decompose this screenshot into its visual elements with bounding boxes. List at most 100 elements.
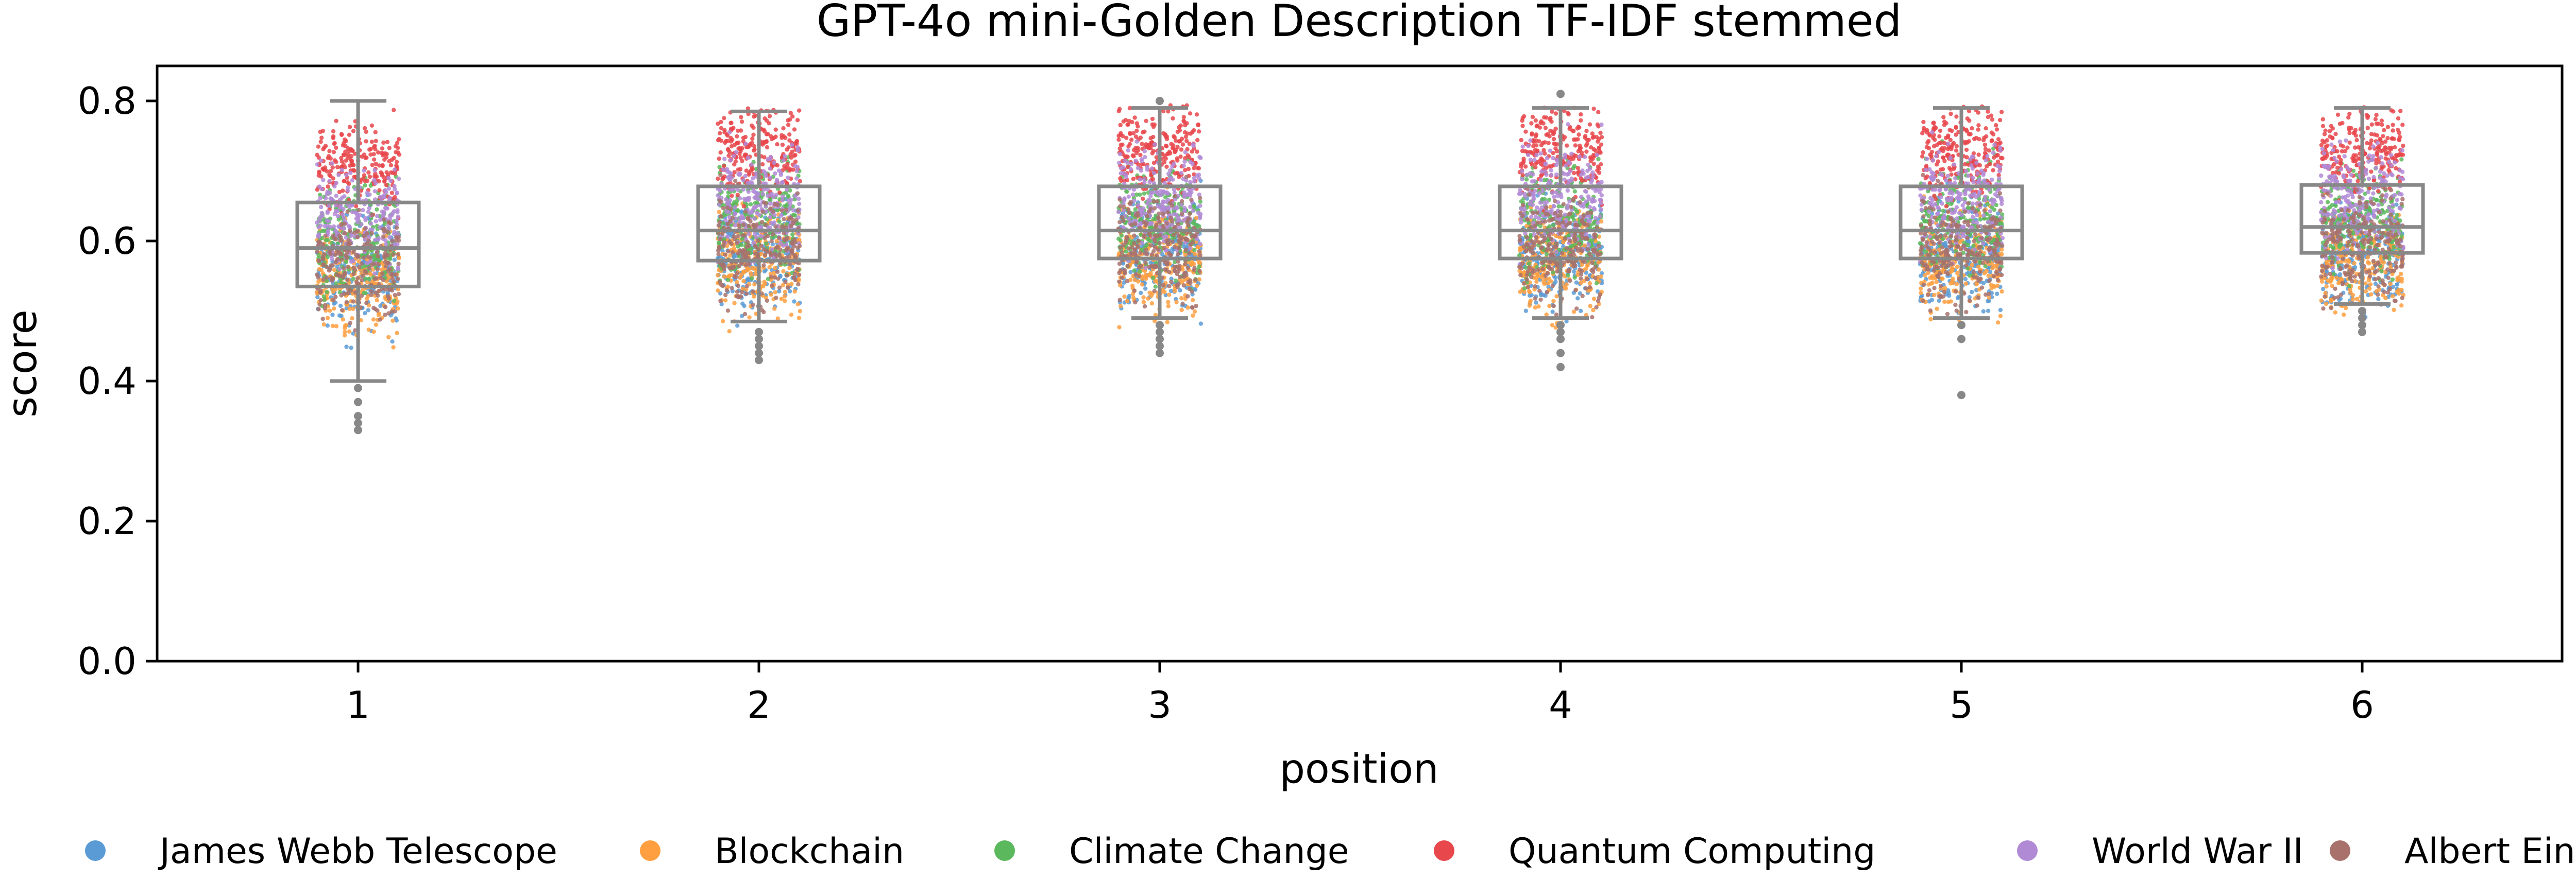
strip-point — [788, 289, 792, 294]
strip-point — [371, 152, 376, 156]
strip-point — [1188, 287, 1192, 291]
strip-point — [336, 251, 341, 255]
strip-point — [735, 134, 739, 139]
strip-point — [1149, 243, 1153, 247]
strip-point — [770, 192, 774, 196]
strip-point — [387, 146, 392, 150]
strip-point — [745, 240, 750, 244]
strip-point — [720, 177, 724, 181]
strip-point — [786, 123, 790, 127]
strip-point — [1529, 299, 1533, 303]
strip-point — [1188, 180, 1192, 184]
strip-point — [790, 232, 794, 236]
strip-point — [380, 146, 384, 150]
strip-point — [723, 298, 727, 302]
strip-point — [1120, 275, 1124, 280]
strip-point — [351, 259, 355, 263]
strip-point — [348, 321, 352, 325]
strip-point — [1137, 238, 1141, 243]
strip-point — [779, 213, 783, 217]
strip-point — [326, 210, 330, 214]
strip-point — [383, 188, 387, 192]
strip-point — [337, 234, 342, 238]
strip-point — [394, 150, 398, 154]
strip-point — [1164, 165, 1168, 169]
strip-point — [1151, 276, 1155, 280]
strip-point — [794, 177, 799, 181]
strip-point — [730, 266, 734, 270]
strip-point — [361, 208, 365, 212]
strip-point — [380, 210, 384, 214]
strip-point — [375, 298, 379, 302]
strip-point — [1197, 265, 1201, 269]
strip-point — [347, 133, 351, 137]
strip-point — [747, 315, 751, 319]
strip-point — [381, 234, 385, 238]
strip-point — [1192, 128, 1196, 132]
strip-point — [382, 217, 386, 221]
strip-point — [345, 210, 349, 214]
strip-point — [1579, 112, 1583, 116]
strip-point — [1541, 280, 1546, 284]
strip-point — [1553, 280, 1557, 284]
strip-point — [1140, 159, 1144, 163]
strip-point — [1143, 251, 1147, 255]
strip-point — [717, 246, 721, 250]
strip-point — [1167, 292, 1171, 297]
strip-point — [798, 309, 802, 313]
strip-point — [366, 308, 370, 312]
strip-point — [744, 284, 749, 288]
strip-point — [755, 222, 759, 227]
strip-point — [751, 133, 755, 137]
strip-point — [367, 193, 371, 197]
strip-point — [769, 253, 773, 257]
strip-point — [1118, 298, 1122, 302]
strip-point — [760, 210, 765, 214]
strip-point — [351, 129, 355, 133]
strip-point — [1120, 143, 1124, 147]
strip-point — [1550, 110, 1554, 114]
strip-point — [394, 235, 398, 239]
strip-point — [751, 126, 755, 130]
strip-point — [1136, 244, 1140, 248]
strip-point — [1178, 139, 1182, 143]
strip-point — [321, 178, 325, 182]
strip-point — [376, 267, 380, 271]
strip-point — [1572, 269, 1576, 273]
strip-point — [1116, 210, 1121, 214]
strip-point — [331, 298, 335, 302]
strip-point — [320, 211, 324, 215]
strip-point — [373, 307, 377, 311]
strip-point — [1527, 262, 1531, 266]
strip-point — [739, 115, 743, 119]
strip-point — [1173, 245, 1177, 249]
strip-point — [731, 215, 735, 219]
strip-point — [1147, 210, 1151, 214]
strip-point — [319, 205, 323, 209]
strip-point — [323, 224, 327, 228]
strip-point — [772, 161, 776, 165]
strip-point — [382, 193, 386, 197]
strip-point — [1117, 280, 1121, 284]
strip-point — [765, 145, 769, 149]
strip-point — [1197, 166, 1201, 170]
strip-point — [1173, 194, 1177, 198]
strip-point — [1192, 248, 1196, 252]
strip-point — [752, 114, 756, 118]
strip-point — [315, 153, 319, 157]
strip-point — [346, 155, 350, 159]
strip-point — [764, 223, 768, 227]
strip-point — [370, 231, 374, 235]
strip-point — [382, 175, 386, 179]
strip-point — [1184, 175, 1189, 179]
strip-point — [338, 205, 342, 210]
strip-point — [1534, 134, 1538, 139]
strip-point — [735, 289, 739, 294]
strip-point — [1162, 160, 1166, 164]
strip-point — [1134, 260, 1139, 264]
strip-point — [376, 237, 380, 241]
strip-point — [384, 183, 388, 187]
strip-point — [716, 288, 720, 292]
strip-point — [1545, 313, 1549, 317]
strip-point — [722, 274, 726, 279]
